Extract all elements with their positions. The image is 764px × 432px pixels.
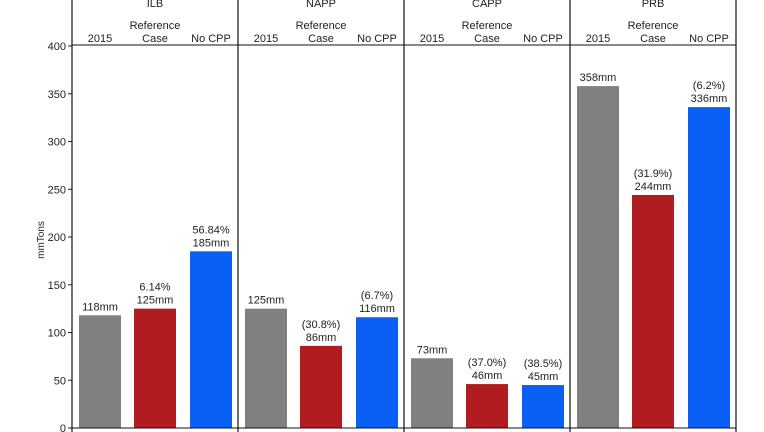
value-label: 125mm bbox=[248, 295, 285, 307]
value-label: 358mm bbox=[580, 72, 617, 84]
category-label: No CPP bbox=[523, 33, 563, 45]
category-label: 2015 bbox=[254, 33, 278, 45]
bar-napp-1 bbox=[300, 345, 342, 428]
panel-title: CAPP bbox=[472, 0, 502, 10]
pct-change-label: 6.14% bbox=[139, 282, 170, 294]
pct-change-label: (30.8%) bbox=[302, 319, 341, 331]
panel-title: NAPP bbox=[306, 0, 336, 10]
value-label: 46mm bbox=[472, 370, 503, 382]
category-label: 2015 bbox=[586, 33, 610, 45]
y-tick-label: 200 bbox=[48, 232, 66, 244]
pct-change-label: 56.84% bbox=[192, 224, 230, 236]
pct-change-label: (37.0%) bbox=[468, 357, 507, 369]
category-label: Reference Case bbox=[130, 20, 181, 45]
value-label: 185mm bbox=[193, 237, 230, 249]
category-label: Reference Case bbox=[628, 20, 679, 45]
y-axis-label: mmTons bbox=[36, 221, 47, 259]
bar-prb-2 bbox=[688, 107, 730, 429]
category-label: No CPP bbox=[689, 33, 729, 45]
bar-ilb-2 bbox=[190, 251, 232, 428]
chart-body: 0 50 100 150 200 250 300 350 400 ILB 2015 Reference… bbox=[48, 0, 737, 432]
category-label: No CPP bbox=[191, 33, 231, 45]
panel-title: ILB bbox=[147, 0, 164, 10]
value-label: 116mm bbox=[359, 303, 395, 315]
bar-ilb-0 bbox=[79, 315, 121, 428]
pct-change-label: (38.5%) bbox=[524, 358, 563, 370]
value-label: 118mm bbox=[82, 301, 118, 313]
bar-capp-1 bbox=[466, 384, 508, 428]
category-label: 2015 bbox=[420, 33, 444, 45]
bar-prb-1 bbox=[632, 194, 674, 428]
y-tick-label: 100 bbox=[48, 328, 66, 340]
bar-capp-2 bbox=[522, 385, 564, 428]
bar-prb-0 bbox=[577, 86, 619, 429]
pct-change-label: (31.9%) bbox=[634, 168, 673, 180]
value-label: 125mm bbox=[137, 295, 174, 307]
value-label: 45mm bbox=[528, 371, 559, 383]
bar-capp-0 bbox=[411, 358, 453, 428]
value-label: 244mm bbox=[635, 181, 672, 193]
y-tick-label: 350 bbox=[48, 89, 66, 101]
category-label: Reference Case bbox=[296, 20, 347, 45]
category-label: No CPP bbox=[357, 33, 397, 45]
y-tick-label: 150 bbox=[48, 280, 66, 292]
y-tick-label: 400 bbox=[48, 41, 66, 53]
bar-napp-2 bbox=[356, 317, 398, 428]
value-label: 86mm bbox=[306, 332, 337, 344]
value-label: 336mm bbox=[691, 93, 728, 105]
pct-change-label: (6.7%) bbox=[361, 290, 393, 302]
bar-napp-0 bbox=[245, 308, 287, 428]
category-label: 2015 bbox=[88, 33, 112, 45]
y-tick-label: 50 bbox=[54, 375, 66, 387]
value-label: 73mm bbox=[417, 344, 448, 356]
pct-change-label: (6.2%) bbox=[693, 80, 725, 92]
y-tick-label: 300 bbox=[48, 137, 66, 149]
bar-ilb-1 bbox=[134, 308, 176, 428]
category-label: Reference Case bbox=[462, 20, 513, 45]
y-tick-label: 250 bbox=[48, 184, 66, 196]
panel-title: PRB bbox=[642, 0, 665, 10]
y-tick-label: 0 bbox=[60, 423, 66, 432]
